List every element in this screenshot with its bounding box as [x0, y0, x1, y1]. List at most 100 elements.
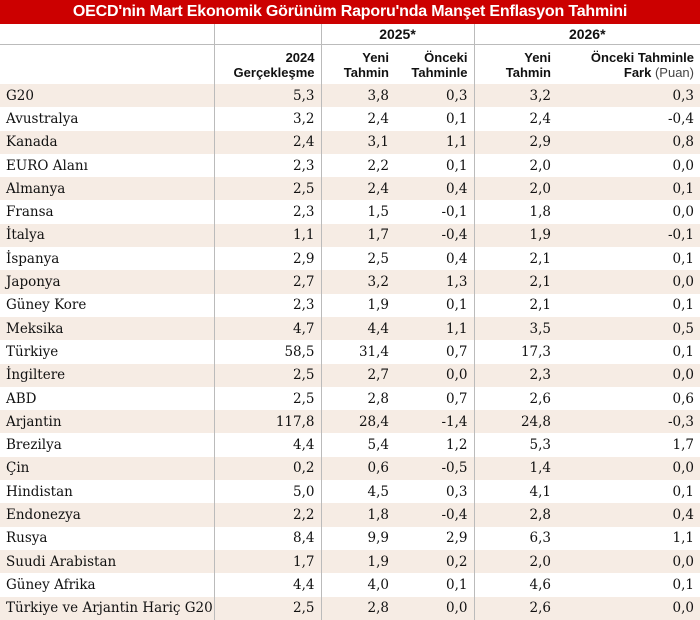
new-forecast-2025-cell: 1,9: [320, 549, 395, 574]
new-forecast-2026-cell: 1,9: [473, 223, 557, 248]
year-2026-header: 2026*: [473, 24, 700, 45]
header-line: Yeni: [362, 50, 389, 65]
prev-diff-2026-cell: -0,4: [667, 110, 694, 127]
new-forecast-2025-cell: 1,7: [320, 223, 395, 248]
new-forecast-2025-cell: 1,8: [320, 503, 395, 527]
new-forecast-2026-cell: 2,9: [473, 130, 557, 154]
country-cell: Güney Afrika: [6, 576, 96, 593]
header-line: Önceki Tahminle: [590, 50, 694, 65]
new-forecast-2025-cell: 2,8: [320, 386, 395, 411]
column-header-row: 2024 Gerçekleşme Yeni Tahmin Önceki Tahm…: [0, 44, 700, 84]
country-cell: İspanya: [6, 250, 60, 267]
actual-2024-cell: 2,7: [213, 270, 321, 294]
empty-header-cell: [213, 24, 321, 45]
new-forecast-2026-cell: 6,3: [473, 526, 557, 550]
actual-2024-cell: 2,5: [213, 177, 321, 201]
prev-diff-2026-cell: 0,4: [557, 503, 700, 527]
table-row: Fransa 2,3 1,5 -0,1 1,8 0,0: [0, 200, 700, 224]
prev-diff-2026-cell: 0,1: [672, 483, 694, 500]
country-cell: İngiltere: [0, 363, 214, 387]
unit-label: (Puan): [654, 65, 694, 80]
new-forecast-2025-cell: 1,9: [320, 293, 395, 317]
new-forecast-2025-cell: 31,4: [320, 340, 395, 364]
year-2025-header: 2025*: [320, 24, 474, 45]
new-forecast-2026-cell: 2,8: [473, 503, 557, 527]
actual-2024-cell: 8,4: [213, 526, 321, 550]
prev-diff-2025-cell: 0,4: [395, 177, 474, 201]
table-row: Güney Afrika 4,4 4,0 0,1 4,6 0,1: [0, 573, 700, 597]
prev-diff-2026-cell: 1,1: [672, 530, 694, 547]
table-row: Almanya 2,5 2,4 0,4 2,0 0,1: [0, 177, 700, 201]
table-row: Arjantin 117,8 28,4 -1,4 24,8 -0,3: [0, 410, 700, 434]
prev-diff-2025-cell: 0,1: [446, 576, 468, 593]
table-body: G20 5,3 3,8 0,3 3,2 0,3 Avustralya 3,2 2,4 0,1 2,4…: [0, 84, 700, 620]
country-cell: İtalya: [0, 223, 214, 248]
header-line: Yeni: [524, 50, 551, 65]
prev-diff-2025-cell: 1,1: [395, 130, 474, 154]
country-cell: Meksika: [0, 316, 214, 341]
prev-diff-2025-cell: -1,4: [395, 410, 474, 434]
table-row: Kanada 2,4 3,1 1,1 2,9 0,8: [0, 130, 700, 154]
country-cell: Kanada: [0, 130, 214, 154]
prev-diff-2026-cell: 0,0: [557, 596, 700, 620]
prev-diff-2025-cell: 0,0: [395, 596, 474, 620]
actual-2024-cell: 2,4: [213, 130, 321, 154]
prev-diff-2026-cell: 0,0: [557, 270, 700, 294]
prev-diff-2025-cell: -0,1: [441, 204, 468, 221]
header-line: Önceki: [424, 50, 468, 65]
actual-2024-cell: 4,4: [213, 433, 321, 457]
new-forecast-2025-cell: 0,6: [320, 456, 395, 481]
actual-2024-cell: 5,0: [213, 480, 321, 504]
table-row: Avustralya 3,2 2,4 0,1 2,4 -0,4: [0, 107, 700, 131]
table-row: Suudi Arabistan 1,7 1,9 0,2 2,0 0,0: [0, 549, 700, 574]
country-cell: ABD: [6, 390, 37, 407]
prev-diff-2025-cell: 0,1: [446, 157, 468, 174]
header-line: 2024: [285, 50, 315, 65]
header-line: Tahminle: [411, 65, 468, 80]
actual-2024-cell: 3,2: [213, 107, 321, 131]
new-forecast-2025-cell: 9,9: [320, 526, 395, 550]
prev-diff-2026-cell: -0,1: [557, 223, 700, 248]
prev-diff-2026-cell: 0,0: [557, 549, 700, 574]
actual-2024-cell: 4,4: [213, 573, 321, 597]
prev-diff-2025-cell: 0,1: [446, 297, 468, 314]
actual-2024-cell: 117,8: [213, 410, 321, 434]
prev-diff-2025-cell: -0,5: [395, 456, 474, 481]
prev-diff-2025-cell: 0,2: [395, 549, 474, 574]
new-forecast-2025-cell: 1,5: [320, 200, 395, 224]
prev-diff-2025-cell: 1,1: [395, 316, 474, 341]
prev-diff-2025-cell: 0,7: [446, 390, 468, 407]
actual-2024-cell: 2,5: [213, 363, 321, 387]
country-cell: Rusya: [6, 530, 48, 547]
actual-2024-header: 2024 Gerçekleşme: [213, 44, 321, 84]
prev-diff-2025-cell: 0,0: [395, 363, 474, 387]
country-cell: Japonya: [0, 270, 214, 294]
new-forecast-2025-cell: 3,1: [320, 130, 395, 154]
actual-2024-cell: 1,1: [213, 223, 321, 248]
table-row: Çin 0,2 0,6 -0,5 1,4 0,0: [0, 456, 700, 481]
country-column-header: [0, 44, 214, 84]
table-row: Güney Kore 2,3 1,9 0,1 2,1 0,1: [0, 293, 700, 317]
table-row: Türkiye 58,5 31,4 0,7 17,3 0,1: [0, 340, 700, 364]
country-cell: Endonezya: [0, 503, 214, 527]
actual-2024-cell: 58,5: [213, 340, 321, 364]
new-forecast-2026-cell: 2,3: [473, 363, 557, 387]
new-forecast-2026-cell: 3,2: [473, 84, 557, 108]
prev-diff-2026-cell: 0,0: [672, 204, 694, 221]
prev-diff-2026-cell: 0,6: [672, 390, 694, 407]
table-row: Brezilya 4,4 5,4 1,2 5,3 1,7: [0, 433, 700, 457]
country-cell: Güney Kore: [6, 297, 87, 314]
prev-diff-2026-header: Önceki Tahminle Fark (Puan): [557, 44, 700, 84]
new-forecast-2025-cell: 4,5: [320, 480, 395, 504]
prev-diff-2026-cell: 0,1: [672, 297, 694, 314]
prev-diff-2026-cell: 0,8: [557, 130, 700, 154]
country-cell: EURO Alanı: [6, 157, 88, 174]
new-forecast-2026-cell: 1,4: [473, 456, 557, 481]
prev-diff-2026-cell: 0,0: [557, 456, 700, 481]
table-row: İtalya 1,1 1,7 -0,4 1,9 -0,1: [0, 223, 700, 248]
new-forecast-2025-cell: 2,8: [320, 596, 395, 620]
year-header-row: 2025* 2026*: [0, 24, 700, 45]
new-forecast-2026-cell: 4,6: [473, 573, 557, 597]
table-row: ABD 2,5 2,8 0,7 2,6 0,6: [0, 386, 700, 411]
new-forecast-2026-cell: 4,1: [473, 480, 557, 504]
